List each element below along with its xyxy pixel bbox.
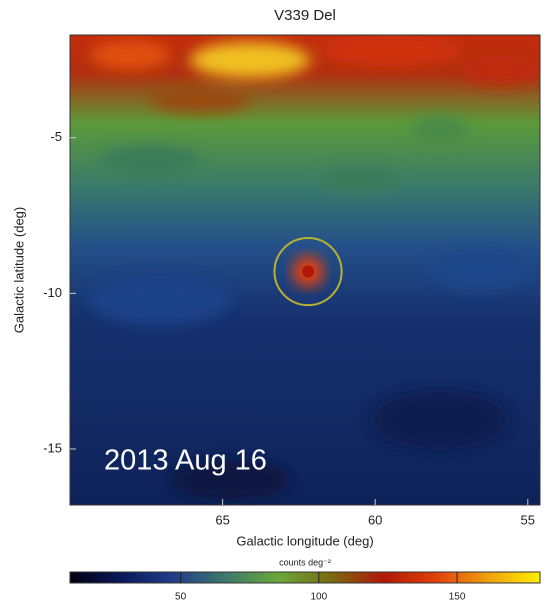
y-tick-label: -15 (43, 440, 62, 455)
y-tick-label: -10 (43, 285, 62, 300)
y-tick-label: -5 (50, 129, 62, 144)
colorbar-label: counts deg⁻² (279, 557, 331, 567)
x-tick-label: 55 (521, 512, 535, 527)
page: {"chart_data": {"type": "heatmap", "titl… (0, 0, 552, 605)
colorbar-tick-label: 50 (175, 592, 187, 603)
x-tick-label: 65 (215, 512, 229, 527)
y-axis-label: Galactic latitude (deg) (11, 207, 26, 333)
chart-title: V339 Del (274, 7, 336, 24)
colorbar-tick-label: 150 (449, 592, 466, 603)
sky-map (60, 25, 550, 515)
x-axis-label: Galactic longitude (deg) (236, 533, 373, 548)
source-core (302, 266, 314, 278)
colorbar (70, 572, 540, 583)
chart: V339 Del 2013 Aug 16 Galactic longitude … (0, 0, 552, 605)
x-tick-label: 60 (368, 512, 382, 527)
colorbar-tick-label: 100 (310, 592, 327, 603)
date-annotation: 2013 Aug 16 (104, 445, 267, 477)
